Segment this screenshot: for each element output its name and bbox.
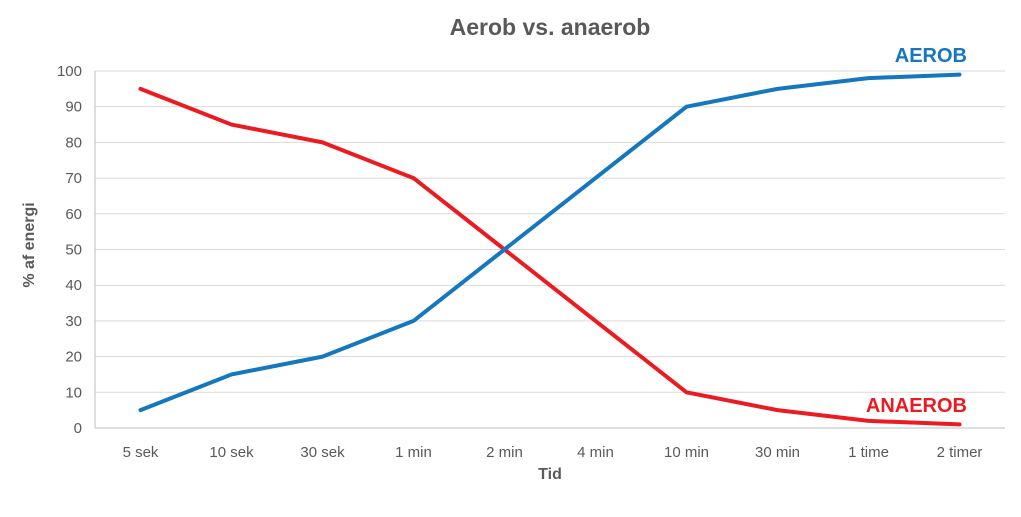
y-tick-label: 70 — [65, 170, 82, 187]
x-axis-title: Tid — [538, 466, 562, 483]
y-axis-title: % af energi — [21, 202, 38, 288]
x-tick-label: 5 sek — [123, 444, 159, 461]
x-tick-label: 10 min — [664, 444, 709, 461]
series-line-anaerob — [138, 86, 962, 427]
x-tick-label: 4 min — [577, 444, 614, 461]
series-label-aerob: AEROB — [894, 45, 967, 67]
x-tick-label: 2 min — [486, 444, 523, 461]
y-tick-label: 60 — [65, 206, 82, 223]
y-tick-label: 80 — [65, 134, 82, 151]
y-tick-label: 40 — [65, 277, 82, 294]
x-tick-label: 1 time — [848, 444, 889, 461]
y-tick-label: 30 — [65, 313, 82, 330]
y-tick-label: 0 — [74, 420, 82, 437]
x-tick-label: 30 sek — [300, 444, 345, 461]
y-tick-label: 100 — [57, 63, 82, 80]
x-tick-label: 1 min — [395, 444, 432, 461]
x-tick-label: 30 min — [755, 444, 800, 461]
y-tick-label: 10 — [65, 384, 82, 401]
chart-title: Aerob vs. anaerob — [449, 14, 651, 40]
x-tick-label: 10 sek — [209, 444, 254, 461]
y-tick-label: 20 — [65, 349, 82, 366]
y-tick-label: 50 — [65, 242, 82, 259]
y-tick-label: 90 — [65, 99, 82, 116]
series-label-anaerob: ANAEROB — [865, 395, 967, 417]
x-tick-label: 2 timer — [937, 444, 983, 461]
series-line-aerob — [138, 72, 962, 413]
